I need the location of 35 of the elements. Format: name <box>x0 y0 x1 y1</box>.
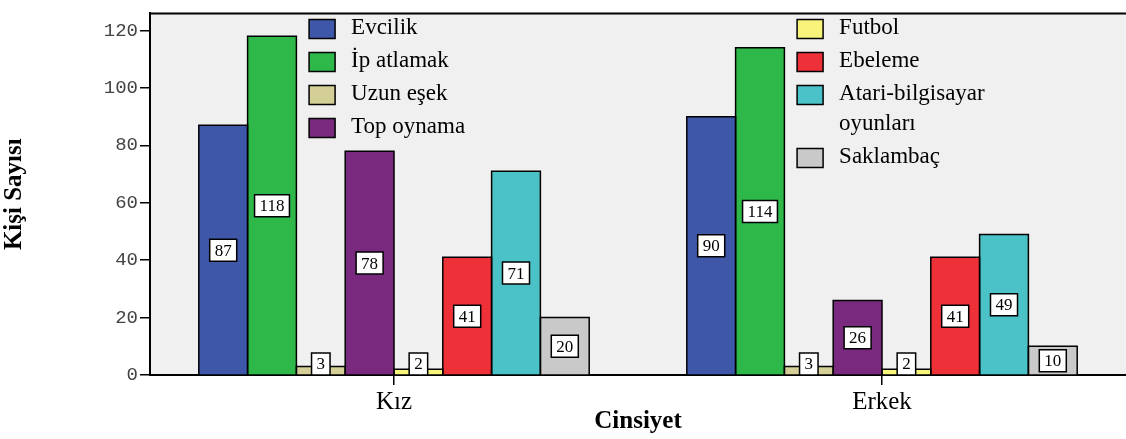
x-tick-label: Kız <box>375 386 413 414</box>
legend-label: Ebeleme <box>839 47 920 73</box>
y-tick-label: 40 <box>115 249 138 272</box>
y-tick-label: 60 <box>115 191 138 214</box>
data-label: 71 <box>507 263 525 283</box>
data-label: 90 <box>702 236 720 256</box>
legend-label: İp atlamak <box>351 47 450 73</box>
y-tick-label: 80 <box>115 134 138 157</box>
data-label: 114 <box>747 201 773 221</box>
legend-label: Futbol <box>839 14 900 40</box>
data-label: 26 <box>849 328 867 348</box>
data-label: 87 <box>214 240 233 260</box>
data-label: 49 <box>995 295 1013 315</box>
data-label: 3 <box>804 354 814 374</box>
data-label: 78 <box>361 253 379 273</box>
data-label: 3 <box>316 354 326 374</box>
data-label: 2 <box>902 354 911 374</box>
y-tick-label: 0 <box>126 364 138 387</box>
data-label: 20 <box>556 336 574 356</box>
y-tick-label: 20 <box>115 306 138 329</box>
x-tick-label: Erkek <box>852 386 913 414</box>
legend-label: Atari-bilgisayar oyunları <box>839 80 986 136</box>
data-label: 10 <box>1044 351 1062 371</box>
y-tick-label: 120 <box>103 19 138 42</box>
data-label: 2 <box>414 354 423 374</box>
legend-label: Evcilik <box>351 14 419 40</box>
data-label: 41 <box>458 306 476 326</box>
y-tick-label: 100 <box>103 77 138 100</box>
legend-label: Saklambaç <box>839 143 940 169</box>
y-axis-title: Kişi Sayısı <box>0 138 27 251</box>
legend-label: Top oynama <box>351 113 466 139</box>
x-axis-title: Cinsiyet <box>594 406 683 434</box>
data-label: 41 <box>946 306 964 326</box>
data-label: 118 <box>259 196 285 216</box>
legend-label: Uzun eşek <box>351 80 449 106</box>
